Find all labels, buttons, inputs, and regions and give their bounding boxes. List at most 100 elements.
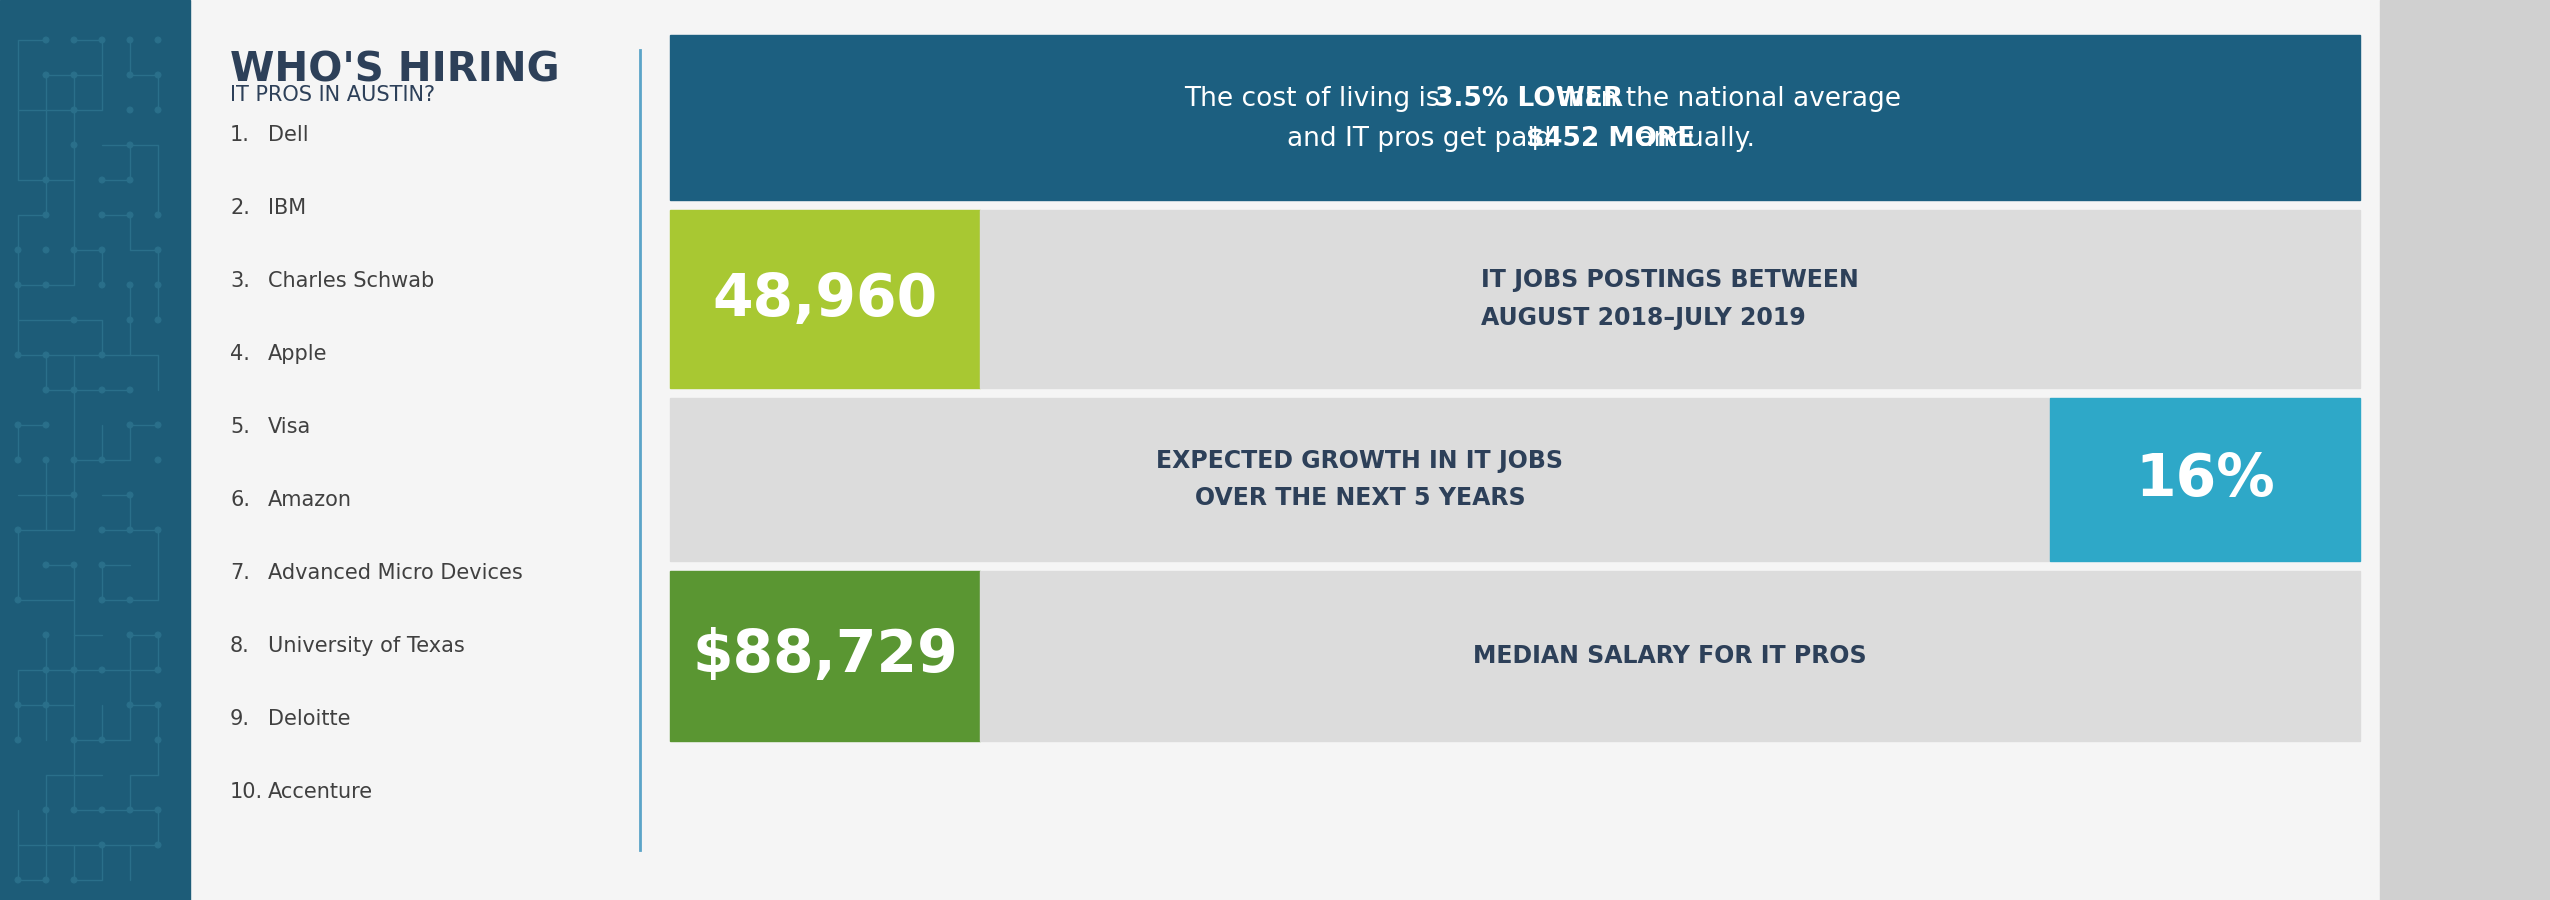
Text: Deloitte: Deloitte	[268, 709, 349, 729]
Circle shape	[71, 317, 76, 323]
Text: 1.: 1.	[230, 125, 250, 145]
Bar	[671, 35, 2359, 200]
Circle shape	[15, 878, 20, 883]
Circle shape	[99, 352, 105, 358]
Circle shape	[128, 317, 133, 323]
Bar	[2050, 398, 2359, 561]
Circle shape	[156, 283, 161, 288]
Text: $88,729: $88,729	[691, 627, 959, 685]
Text: 9.: 9.	[230, 709, 250, 729]
Circle shape	[156, 632, 161, 638]
Text: MEDIAN SALARY FOR IT PROS: MEDIAN SALARY FOR IT PROS	[1474, 644, 1867, 668]
Text: 10.: 10.	[230, 782, 263, 802]
Bar	[2379, 0, 2550, 900]
Circle shape	[15, 248, 20, 253]
Circle shape	[71, 107, 76, 112]
Bar	[671, 210, 979, 388]
Text: Apple: Apple	[268, 344, 326, 364]
Circle shape	[71, 878, 76, 883]
Bar	[979, 210, 2359, 388]
Bar	[671, 398, 2050, 561]
Circle shape	[43, 667, 48, 673]
Circle shape	[71, 37, 76, 43]
Circle shape	[43, 807, 48, 813]
Circle shape	[156, 212, 161, 218]
Circle shape	[128, 72, 133, 77]
Text: WHO'S HIRING: WHO'S HIRING	[230, 50, 558, 90]
Circle shape	[15, 527, 20, 533]
Text: Dell: Dell	[268, 125, 309, 145]
Circle shape	[156, 702, 161, 707]
Circle shape	[128, 422, 133, 427]
Text: IBM: IBM	[268, 198, 306, 218]
Circle shape	[43, 702, 48, 707]
Circle shape	[156, 37, 161, 43]
Text: IT JOBS POSTINGS BETWEEN
AUGUST 2018–JULY 2019: IT JOBS POSTINGS BETWEEN AUGUST 2018–JUL…	[1482, 268, 1859, 329]
Circle shape	[156, 842, 161, 848]
Circle shape	[156, 807, 161, 813]
Circle shape	[99, 562, 105, 568]
Circle shape	[15, 598, 20, 603]
Circle shape	[128, 807, 133, 813]
Circle shape	[99, 177, 105, 183]
Circle shape	[128, 632, 133, 638]
Circle shape	[99, 387, 105, 392]
Circle shape	[43, 632, 48, 638]
Circle shape	[71, 807, 76, 813]
Circle shape	[99, 598, 105, 603]
Circle shape	[71, 72, 76, 77]
Circle shape	[128, 387, 133, 392]
Circle shape	[99, 842, 105, 848]
Text: $452 MORE: $452 MORE	[1527, 127, 1696, 152]
Text: 2.: 2.	[230, 198, 250, 218]
Circle shape	[156, 317, 161, 323]
Circle shape	[128, 527, 133, 533]
Circle shape	[128, 283, 133, 288]
Circle shape	[156, 72, 161, 77]
Circle shape	[43, 248, 48, 253]
Text: EXPECTED GROWTH IN IT JOBS
OVER THE NEXT 5 YEARS: EXPECTED GROWTH IN IT JOBS OVER THE NEXT…	[1158, 449, 1563, 510]
Text: IT PROS IN AUSTIN?: IT PROS IN AUSTIN?	[230, 85, 436, 105]
Text: 3.5% LOWER: 3.5% LOWER	[1436, 86, 1624, 112]
Circle shape	[43, 457, 48, 463]
Circle shape	[128, 702, 133, 707]
Circle shape	[128, 212, 133, 218]
Circle shape	[43, 212, 48, 218]
Circle shape	[99, 667, 105, 673]
Circle shape	[43, 352, 48, 358]
Circle shape	[128, 37, 133, 43]
Bar	[979, 571, 2359, 741]
Circle shape	[156, 667, 161, 673]
Circle shape	[128, 177, 133, 183]
Circle shape	[99, 37, 105, 43]
Text: Visa: Visa	[268, 417, 311, 437]
Circle shape	[156, 248, 161, 253]
Circle shape	[15, 737, 20, 742]
Circle shape	[99, 737, 105, 742]
Circle shape	[15, 702, 20, 707]
Circle shape	[99, 283, 105, 288]
Text: 5.: 5.	[230, 417, 250, 437]
Circle shape	[43, 283, 48, 288]
Circle shape	[128, 107, 133, 112]
Circle shape	[156, 422, 161, 427]
Text: 7.: 7.	[230, 563, 250, 583]
Circle shape	[71, 142, 76, 148]
Circle shape	[43, 878, 48, 883]
Circle shape	[43, 387, 48, 392]
Bar	[671, 571, 979, 741]
Circle shape	[99, 527, 105, 533]
Circle shape	[71, 667, 76, 673]
Text: 8.: 8.	[230, 636, 250, 656]
Circle shape	[71, 387, 76, 392]
Text: than the national average: than the national average	[1550, 86, 1902, 112]
Circle shape	[15, 283, 20, 288]
Text: The cost of living is: The cost of living is	[1183, 86, 1448, 112]
Text: 6.: 6.	[230, 490, 250, 510]
Circle shape	[43, 422, 48, 427]
Circle shape	[71, 737, 76, 742]
Circle shape	[15, 457, 20, 463]
Circle shape	[71, 248, 76, 253]
Text: 48,960: 48,960	[711, 271, 938, 328]
Circle shape	[43, 37, 48, 43]
